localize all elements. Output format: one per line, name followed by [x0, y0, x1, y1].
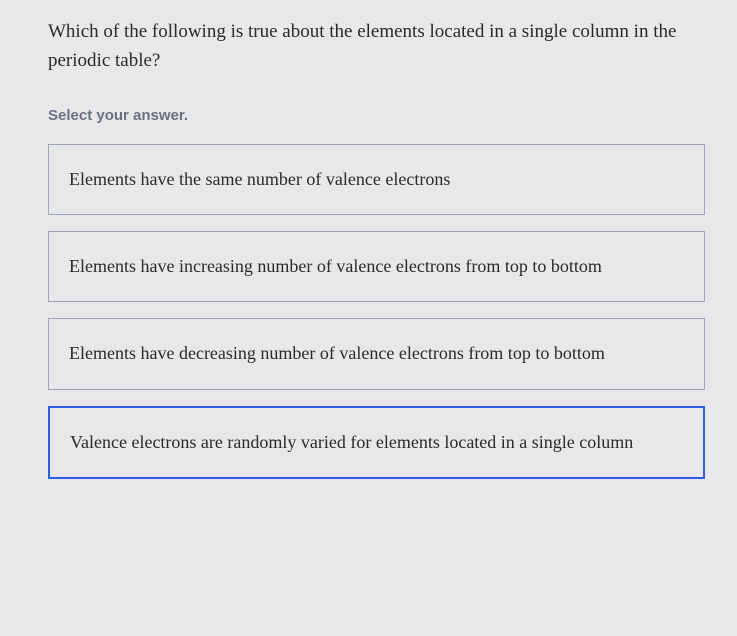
option-2[interactable]: Elements have decreasing number of valen…: [48, 318, 705, 389]
option-1[interactable]: Elements have increasing number of valen…: [48, 231, 705, 302]
question-text: Which of the following is true about the…: [48, 18, 705, 75]
quiz-container: Which of the following is true about the…: [0, 0, 737, 479]
option-3[interactable]: Valence electrons are randomly varied fo…: [48, 406, 705, 479]
select-prompt: Select your answer.: [48, 107, 705, 124]
options-list: Elements have the same number of valence…: [48, 144, 705, 479]
option-0[interactable]: Elements have the same number of valence…: [48, 144, 705, 215]
